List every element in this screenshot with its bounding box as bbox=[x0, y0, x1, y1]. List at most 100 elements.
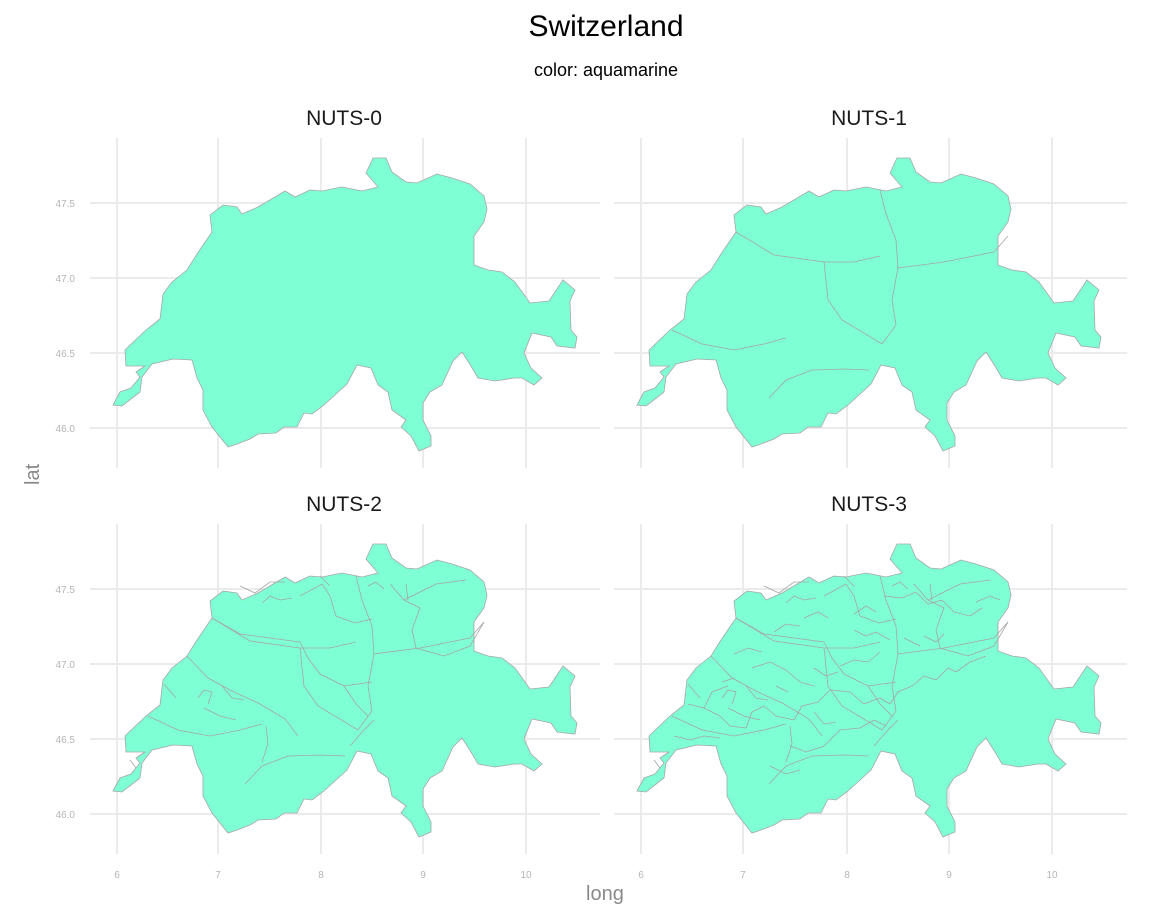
region-boundary bbox=[813, 667, 839, 677]
facet-panel-3: 46.0 46.5 47.0 47.5 6 7 8 9 10 bbox=[56, 524, 600, 881]
y-tick-label: 46.0 bbox=[56, 424, 76, 435]
switzerland-shape bbox=[636, 157, 1102, 452]
region-boundary bbox=[789, 745, 825, 753]
region-boundary bbox=[911, 675, 937, 687]
region-boundary bbox=[163, 683, 177, 699]
y-tick-label: 47.5 bbox=[56, 585, 76, 596]
region-boundary bbox=[879, 189, 899, 326]
region-boundary bbox=[773, 623, 801, 633]
region-boundary bbox=[839, 659, 869, 667]
region-map bbox=[112, 543, 578, 838]
region-boundary bbox=[405, 583, 409, 601]
region-boundary bbox=[768, 754, 870, 785]
x-tick-label: 9 bbox=[946, 870, 952, 881]
region-boundary bbox=[817, 689, 831, 703]
chart-subtitle: color: aquamarine bbox=[533, 60, 679, 80]
region-boundary bbox=[703, 685, 729, 709]
x-tick-label: 10 bbox=[1046, 870, 1058, 881]
region-boundary bbox=[823, 647, 897, 731]
region-boundary bbox=[929, 583, 933, 601]
region-boundary bbox=[853, 629, 877, 637]
region-boundary bbox=[671, 329, 787, 351]
facet-title-nuts-0: NUTS-0 bbox=[306, 107, 382, 130]
region-boundary bbox=[653, 759, 661, 769]
region-boundary bbox=[953, 607, 983, 617]
region-boundary bbox=[745, 705, 765, 729]
switzerland-shape bbox=[636, 543, 1102, 838]
region-boundary bbox=[785, 669, 815, 687]
region-boundary bbox=[147, 715, 263, 737]
region-boundary bbox=[763, 581, 809, 594]
chart-title: Switzerland bbox=[528, 10, 684, 43]
region-boundary bbox=[751, 661, 787, 671]
region-boundary bbox=[239, 581, 285, 594]
x-axis-label: long bbox=[586, 883, 624, 905]
region-boundary bbox=[299, 647, 373, 731]
region-boundary bbox=[710, 655, 823, 737]
region-boundary bbox=[733, 647, 763, 655]
region-map bbox=[112, 157, 578, 452]
region-boundary bbox=[897, 621, 1009, 655]
y-tick-label: 46.5 bbox=[56, 735, 76, 746]
x-tick-label: 7 bbox=[740, 870, 746, 881]
y-tick-label: 47.0 bbox=[56, 660, 76, 671]
region-boundary bbox=[768, 368, 870, 399]
region-boundary bbox=[211, 617, 301, 643]
x-tick-label: 6 bbox=[114, 870, 120, 881]
region-boundary bbox=[299, 641, 373, 687]
x-tick-label: 10 bbox=[520, 870, 532, 881]
region-boundary bbox=[129, 759, 137, 769]
region-boundary bbox=[955, 655, 987, 673]
facet-panel-1: 46.0 46.5 47.0 47.5 bbox=[56, 138, 600, 468]
region-boundary bbox=[941, 599, 955, 613]
region-boundary bbox=[355, 575, 375, 712]
region-boundary bbox=[853, 605, 877, 615]
region-boundary bbox=[403, 579, 467, 601]
region-boundary bbox=[719, 715, 747, 729]
region-boundary bbox=[859, 719, 887, 729]
region-boundary bbox=[261, 595, 293, 604]
region-boundary bbox=[891, 581, 909, 590]
region-boundary bbox=[867, 651, 881, 663]
region-boundary bbox=[244, 754, 346, 785]
region-boundary bbox=[863, 697, 891, 705]
region-boundary bbox=[721, 689, 737, 705]
region-boundary bbox=[823, 727, 861, 747]
switzerland-shape bbox=[112, 543, 578, 838]
facet-title-nuts-2: NUTS-2 bbox=[306, 493, 382, 516]
region-boundary bbox=[769, 765, 801, 775]
region-boundary bbox=[873, 719, 899, 747]
region-boundary bbox=[349, 719, 375, 747]
region-boundary bbox=[975, 595, 1001, 603]
region-boundary bbox=[673, 735, 721, 741]
region-boundary bbox=[889, 685, 913, 705]
x-tick-label: 7 bbox=[215, 870, 221, 881]
region-boundary bbox=[186, 655, 299, 737]
y-tick-label: 46.5 bbox=[56, 349, 76, 360]
x-tick-label: 6 bbox=[638, 870, 644, 881]
region-boundary bbox=[785, 595, 817, 604]
region-boundary bbox=[935, 607, 945, 649]
region-boundary bbox=[735, 617, 825, 643]
region-boundary bbox=[915, 591, 943, 605]
y-tick-label: 47.0 bbox=[56, 274, 76, 285]
region-boundary bbox=[203, 707, 237, 721]
region-boundary bbox=[763, 705, 795, 721]
region-boundary bbox=[415, 621, 485, 657]
region-boundary bbox=[261, 725, 269, 763]
region-boundary bbox=[823, 641, 897, 687]
region-map bbox=[636, 543, 1102, 838]
y-tick-label: 46.0 bbox=[56, 810, 76, 821]
region-boundary bbox=[875, 631, 891, 641]
x-tick-label: 8 bbox=[318, 870, 324, 881]
region-boundary bbox=[343, 685, 369, 717]
region-boundary bbox=[367, 581, 385, 590]
region-boundary bbox=[745, 685, 769, 701]
region-boundary bbox=[883, 591, 917, 599]
region-boundary bbox=[373, 621, 485, 655]
region-boundary bbox=[411, 607, 421, 649]
region-boundary bbox=[671, 715, 787, 737]
region-boundary bbox=[335, 615, 373, 624]
region-boundary bbox=[775, 685, 789, 693]
